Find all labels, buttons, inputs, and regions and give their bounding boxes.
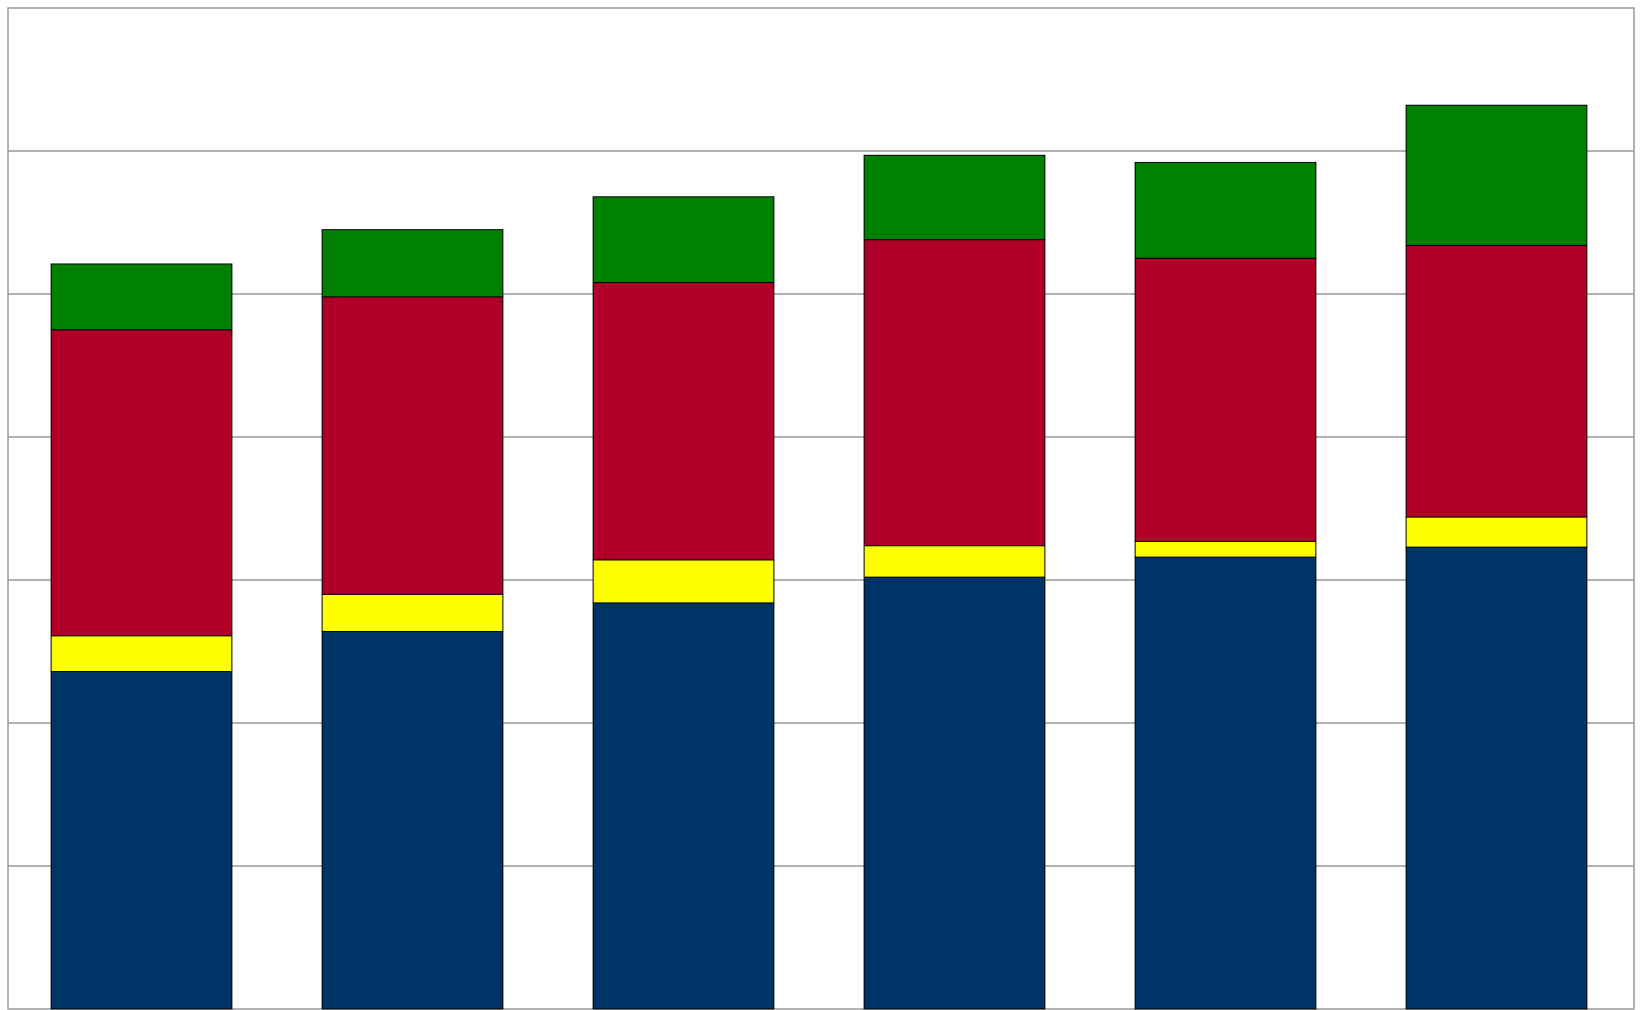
bar-segment-6-series-4 <box>1405 104 1588 246</box>
bar-segment-4-series-4 <box>863 154 1046 241</box>
bar-segment-1-series-2 <box>50 635 233 673</box>
bar-segment-3-series-3 <box>592 282 775 561</box>
bar-segment-3-series-4 <box>592 196 775 284</box>
bar-segment-1-series-1 <box>50 671 233 1010</box>
bar-segment-5-series-1 <box>1134 556 1317 1010</box>
bars <box>50 104 1588 1010</box>
bar-segment-2-series-3 <box>321 296 504 595</box>
bar-segment-5-series-3 <box>1134 257 1317 542</box>
bar-segment-1-series-3 <box>50 329 233 637</box>
bar-segment-6-series-1 <box>1405 546 1588 1010</box>
bar-segment-4-series-1 <box>863 576 1046 1010</box>
bar-segment-2-series-2 <box>321 593 504 632</box>
bar-segment-6-series-2 <box>1405 516 1588 548</box>
bar-segment-2-series-1 <box>321 630 504 1010</box>
bar-segment-5-series-2 <box>1134 540 1317 558</box>
plot-frame <box>7 7 1635 1010</box>
bar-segment-3-series-1 <box>592 602 775 1010</box>
bar-segment-3-series-2 <box>592 559 775 604</box>
bar-segment-1-series-4 <box>50 263 233 331</box>
gridlines <box>8 150 1634 867</box>
bar-segment-4-series-3 <box>863 239 1046 547</box>
bar-segment-4-series-2 <box>863 545 1046 578</box>
bar-segment-6-series-3 <box>1405 244 1588 518</box>
bar-segment-2-series-4 <box>321 229 504 298</box>
bar-segment-5-series-4 <box>1134 161 1317 259</box>
